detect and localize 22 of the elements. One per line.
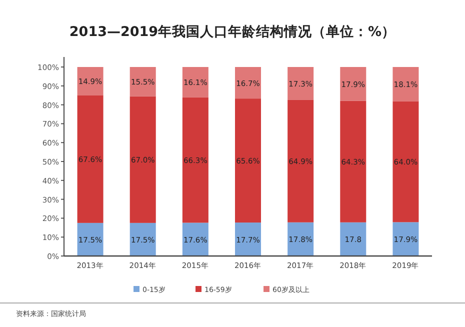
bar (130, 222, 156, 256)
bar (392, 67, 419, 102)
bar (340, 222, 366, 256)
bar (288, 67, 314, 100)
bar (130, 67, 156, 96)
bar (235, 98, 261, 223)
bar (182, 222, 208, 256)
bar (340, 100, 366, 222)
bar (77, 67, 104, 96)
bar (288, 222, 314, 256)
bar (392, 101, 419, 222)
bar (77, 95, 104, 223)
bar (340, 67, 366, 101)
chart-title: 2013—2019年我国人口年龄结构情况（单位：%） (69, 24, 396, 40)
bar (182, 97, 208, 223)
bar (130, 96, 156, 223)
bar (392, 222, 419, 256)
bar (235, 67, 261, 99)
bar (77, 222, 104, 256)
bar (288, 100, 314, 222)
bar (235, 222, 261, 256)
bar (182, 67, 208, 98)
